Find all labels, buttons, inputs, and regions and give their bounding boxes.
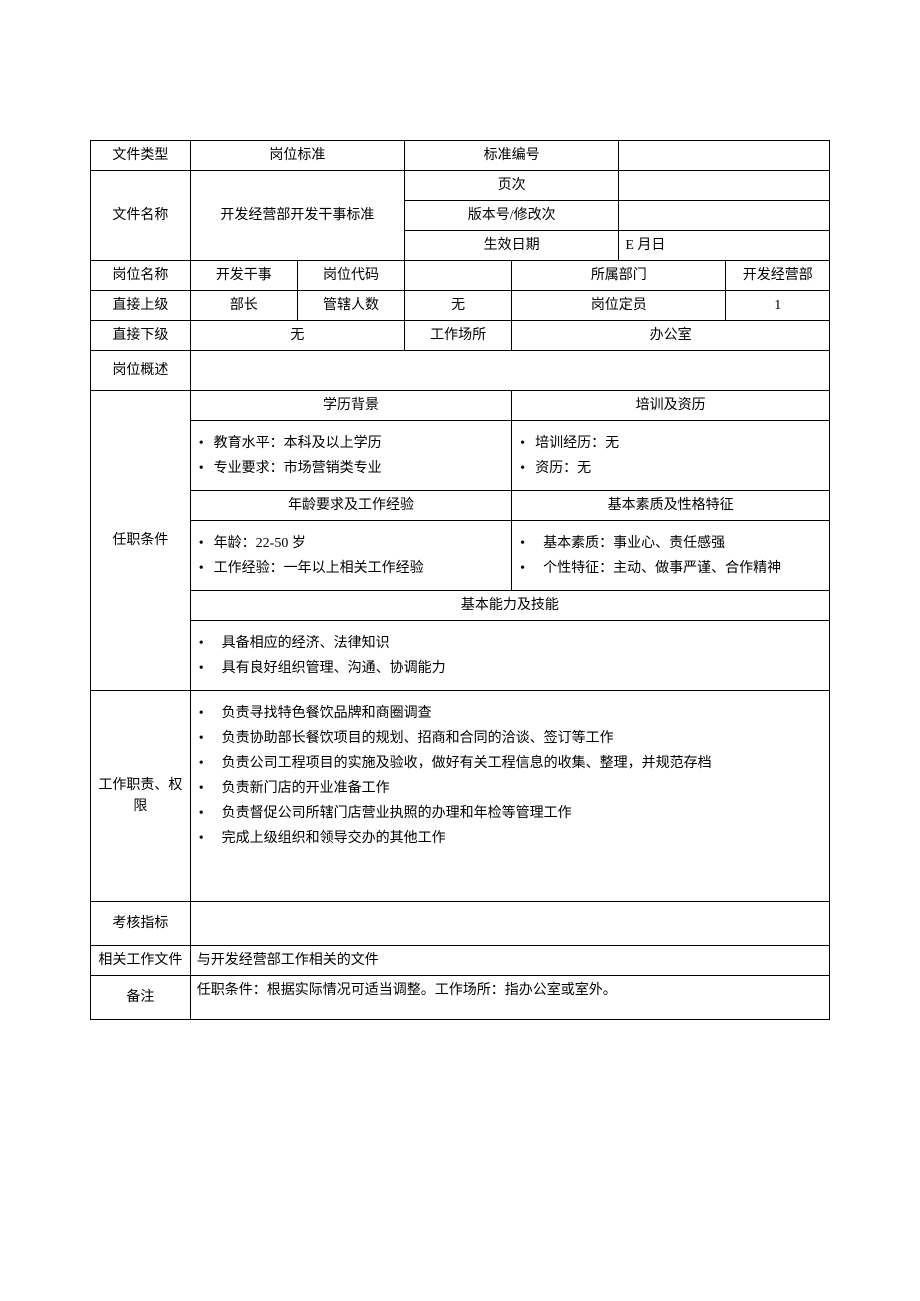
list-item: 负责寻找特色餐饮品牌和商圈调查: [199, 701, 823, 726]
quality-list: 基本素质：事业心、责任感强 个性特征：主动、做事严谨、合作精神: [518, 531, 823, 581]
file-type-label: 文件类型: [91, 141, 191, 171]
std-no-value: [619, 141, 830, 171]
version-label: 版本号/修改次: [405, 201, 619, 231]
evaluation-label: 考核指标: [91, 902, 191, 946]
list-item: 具有良好组织管理、沟通、协调能力: [199, 656, 823, 681]
manage-count-label: 管辖人数: [297, 291, 404, 321]
subordinate-label: 直接下级: [91, 321, 191, 351]
post-code-value: [405, 261, 512, 291]
post-name-label: 岗位名称: [91, 261, 191, 291]
effective-value: E 月日: [619, 231, 830, 261]
workplace-label: 工作场所: [405, 321, 512, 351]
post-name-value: 开发干事: [190, 261, 297, 291]
skill-header: 基本能力及技能: [190, 591, 829, 621]
page-value: [619, 171, 830, 201]
post-code-label: 岗位代码: [297, 261, 404, 291]
overview-label: 岗位概述: [91, 351, 191, 391]
workplace-value: 办公室: [512, 321, 830, 351]
list-item: 个性特征：主动、做事严谨、合作精神: [520, 556, 823, 581]
list-item: 年龄：22-50 岁: [199, 531, 505, 556]
superior-label: 直接上级: [91, 291, 191, 321]
training-header: 培训及资历: [512, 391, 830, 421]
list-item: 负责新门店的开业准备工作: [199, 776, 823, 801]
list-item: 工作经验：一年以上相关工作经验: [199, 556, 505, 581]
edu-cell: 教育水平：本科及以上学历 专业要求：市场营销类专业: [190, 421, 511, 491]
subordinate-value: 无: [190, 321, 404, 351]
qualification-label: 任职条件: [91, 391, 191, 691]
age-header: 年龄要求及工作经验: [190, 491, 511, 521]
evaluation-value: [190, 902, 829, 946]
related-value: 与开发经营部工作相关的文件: [190, 946, 829, 976]
list-item: 培训经历：无: [520, 431, 823, 456]
remark-label: 备注: [91, 976, 191, 1020]
remark-value: 任职条件：根据实际情况可适当调整。工作场所：指办公室或室外。: [190, 976, 829, 1020]
file-type-value: 岗位标准: [190, 141, 404, 171]
effective-label: 生效日期: [405, 231, 619, 261]
file-name-label: 文件名称: [91, 171, 191, 261]
duties-list: 负责寻找特色餐饮品牌和商圈调查 负责协助部长餐饮项目的规划、招商和合同的洽谈、签…: [197, 701, 823, 851]
quality-header: 基本素质及性格特征: [512, 491, 830, 521]
list-item: 专业要求：市场营销类专业: [199, 456, 505, 481]
list-item: 具备相应的经济、法律知识: [199, 631, 823, 656]
dept-value: 开发经营部: [726, 261, 830, 291]
skill-list: 具备相应的经济、法律知识 具有良好组织管理、沟通、协调能力: [197, 631, 823, 681]
list-item: 负责督促公司所辖门店营业执照的办理和年检等管理工作: [199, 801, 823, 826]
list-item: 完成上级组织和领导交办的其他工作: [199, 826, 823, 851]
list-item: 教育水平：本科及以上学历: [199, 431, 505, 456]
quota-label: 岗位定员: [512, 291, 726, 321]
training-list: 培训经历：无 资历：无: [518, 431, 823, 481]
version-value: [619, 201, 830, 231]
std-no-label: 标准编号: [405, 141, 619, 171]
training-cell: 培训经历：无 资历：无: [512, 421, 830, 491]
superior-value: 部长: [190, 291, 297, 321]
age-list: 年龄：22-50 岁 工作经验：一年以上相关工作经验: [197, 531, 505, 581]
edu-header: 学历背景: [190, 391, 511, 421]
quota-value: 1: [726, 291, 830, 321]
file-name-value: 开发经营部开发干事标准: [190, 171, 404, 261]
quality-cell: 基本素质：事业心、责任感强 个性特征：主动、做事严谨、合作精神: [512, 521, 830, 591]
list-item: 负责公司工程项目的实施及验收，做好有关工程信息的收集、整理，并规范存档: [199, 751, 823, 776]
duties-cell: 负责寻找特色餐饮品牌和商圈调查 负责协助部长餐饮项目的规划、招商和合同的洽谈、签…: [190, 691, 829, 902]
page-label: 页次: [405, 171, 619, 201]
list-item: 负责协助部长餐饮项目的规划、招商和合同的洽谈、签订等工作: [199, 726, 823, 751]
duties-label: 工作职责、权限: [91, 691, 191, 902]
list-item: 基本素质：事业心、责任感强: [520, 531, 823, 556]
overview-value: [190, 351, 829, 391]
age-cell: 年龄：22-50 岁 工作经验：一年以上相关工作经验: [190, 521, 511, 591]
list-item: 资历：无: [520, 456, 823, 481]
manage-count-value: 无: [405, 291, 512, 321]
edu-list: 教育水平：本科及以上学历 专业要求：市场营销类专业: [197, 431, 505, 481]
skill-cell: 具备相应的经济、法律知识 具有良好组织管理、沟通、协调能力: [190, 621, 829, 691]
dept-label: 所属部门: [512, 261, 726, 291]
related-label: 相关工作文件: [91, 946, 191, 976]
job-standard-table: 文件类型 岗位标准 标准编号 文件名称 开发经营部开发干事标准 页次 版本号/修…: [90, 140, 830, 1020]
